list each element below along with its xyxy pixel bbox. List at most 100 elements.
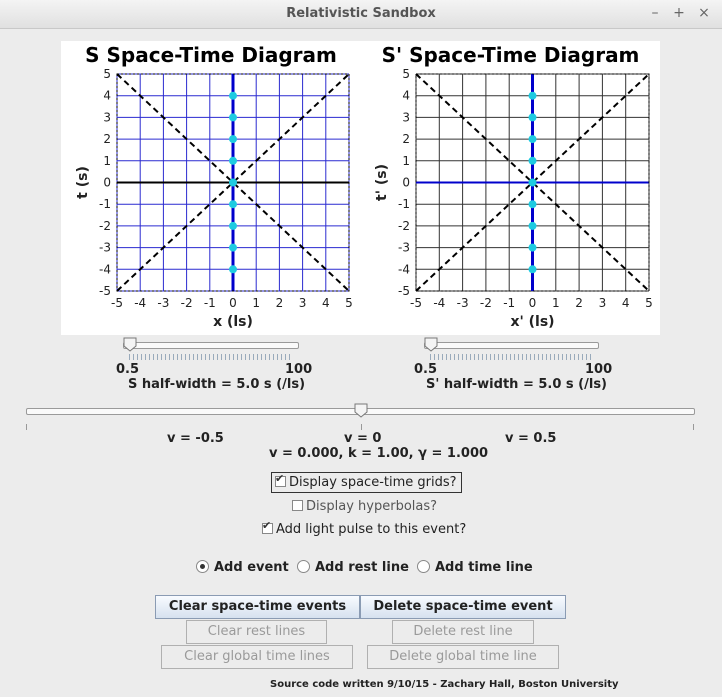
sp-y-tick-label: 2: [402, 132, 410, 146]
s-event-point: [229, 200, 237, 209]
velocity-status: v = 0.000, k = 1.00, γ = 1.000: [269, 446, 489, 461]
light-pulse-checkbox[interactable]: Add light pulse to this event?: [262, 519, 467, 537]
clear-time-lines-button[interactable]: Clear global time lines: [161, 645, 353, 669]
sp-x-tick-label: -5: [410, 296, 422, 310]
sp-y-tick-label: 0: [402, 176, 410, 190]
sp-y-tick-label: 1: [402, 154, 410, 168]
s-x-tick-label: 4: [322, 296, 330, 310]
light-pulse-label: Add light pulse to this event?: [276, 522, 467, 537]
sp-y-tick-label: 5: [402, 67, 410, 81]
sp-light-line: [415, 73, 650, 292]
s-y-tick-label: -5: [99, 284, 111, 298]
velocity-max-label: v = 0.5: [505, 431, 557, 446]
sp-x-tick-label: -3: [457, 296, 469, 310]
velocity-tick-left: [26, 424, 27, 430]
sp-event-point: [528, 91, 537, 100]
sp-width-max: 100: [585, 362, 613, 377]
velocity-tick-right: [693, 424, 694, 430]
sp-x-tick-label: 5: [645, 296, 653, 310]
close-icon[interactable]: ×: [698, 5, 710, 21]
s-width-slider-thumb[interactable]: [123, 337, 137, 352]
s-light-line: [116, 73, 350, 292]
s-light-line: [116, 73, 350, 292]
sp-event-point: [528, 200, 537, 209]
s-width-slider-track[interactable]: [123, 342, 299, 349]
velocity-center-label: v = 0: [344, 431, 382, 446]
window-title: Relativistic Sandbox: [286, 6, 436, 21]
display-grids-checkbox[interactable]: Display space-time grids?: [271, 472, 462, 493]
add-event-label: Add event: [214, 560, 289, 575]
sp-width-min: 0.5: [414, 362, 438, 377]
s-y-tick-label: 2: [103, 132, 111, 146]
sp-y-tick-label: -3: [398, 241, 410, 255]
s-diagram[interactable]: S Space-Time Diagram -5 -5 -4 -4 -3 -3 -2 -2 -1-…: [61, 41, 361, 335]
checkbox-checked-icon: [262, 519, 273, 534]
sp-light-line: [415, 73, 650, 292]
display-hyperbolas-label: Display hyperbolas?: [306, 499, 438, 514]
clear-events-button[interactable]: Clear space-time events: [155, 595, 360, 619]
s-event-point: [229, 265, 237, 274]
add-rest-line-radio[interactable]: Add rest line: [297, 560, 409, 575]
sp-y-tick-label: -1: [398, 197, 410, 211]
s-event-point: [229, 221, 237, 230]
s-event-point: [229, 243, 237, 252]
sp-x-axis-label: x' (ls): [510, 314, 554, 330]
sp-y-tick-label: 4: [402, 89, 410, 103]
sp-x-tick-label: -1: [503, 296, 515, 310]
sp-diagram-plot[interactable]: -5-5 -4 -4 -3 -3 -2 -2 -1 -1 0 0 1 1 2 2 3 3 4 4 5 5 x' (ls) t…: [361, 41, 660, 335]
s-y-tick-label: 1: [103, 154, 111, 168]
sp-event-point: [528, 221, 537, 230]
s-x-tick-label: -3: [157, 296, 169, 310]
sp-event-point: [528, 178, 537, 187]
delete-event-button[interactable]: Delete space-time event: [360, 595, 566, 619]
s-diagram-plot[interactable]: -5-5 -4 -4 -3 -3 -2 -2 -1 -1 0 0 1 1 2 2 3 3 4 4 5 5 x (ls) t …: [61, 41, 361, 335]
velocity-slider-thumb[interactable]: [354, 403, 368, 418]
velocity-tick-center: [361, 424, 362, 430]
s-width-min: 0.5: [116, 362, 140, 377]
sp-plot-border: [415, 73, 650, 292]
add-time-line-label: Add time line: [435, 560, 533, 575]
sp-diagram-title: S' Space-Time Diagram: [381, 43, 640, 67]
footer-credit: Source code written 9/10/15 - Zachary Ha…: [270, 679, 619, 690]
s-y-tick-label: 0: [103, 176, 111, 190]
delete-time-line-button[interactable]: Delete global time line: [367, 645, 559, 669]
s-y-tick-label: 3: [103, 110, 111, 124]
sp-x-tick-label: 1: [552, 296, 560, 310]
radio-unselected-icon: [417, 560, 430, 573]
velocity-min-label: v = -0.5: [167, 431, 224, 446]
sp-diagram[interactable]: S' Space-Time Diagram -5 -5 -4 -4 -3 -3 -2 -2 -1…: [361, 41, 660, 335]
s-width-max: 100: [285, 362, 313, 377]
s-width-slider-ticks: [129, 354, 293, 360]
sp-width-label: S' half-width = 5.0 s (/ls): [426, 377, 608, 392]
sp-x-tick-label: 0: [529, 296, 537, 310]
s-y-tick-label: -2: [99, 219, 111, 233]
s-event-point: [229, 135, 237, 144]
display-grids-label: Display space-time grids?: [289, 475, 457, 490]
sp-width-slider-track[interactable]: [424, 342, 599, 349]
sp-y-tick-label: -4: [398, 262, 410, 276]
sp-event-point: [528, 265, 537, 274]
add-event-radio[interactable]: Add event: [196, 560, 289, 575]
s-plot-border: [116, 73, 350, 292]
s-event-point: [229, 91, 237, 100]
display-hyperbolas-checkbox[interactable]: Display hyperbolas?: [292, 499, 437, 514]
s-event-point: [229, 156, 237, 165]
s-diagram-title: S Space-Time Diagram: [85, 43, 337, 67]
radio-selected-icon: [196, 560, 209, 573]
clear-rest-lines-button[interactable]: Clear rest lines: [186, 620, 327, 644]
s-x-axis-label: x (ls): [213, 314, 253, 330]
radio-unselected-icon: [297, 560, 310, 573]
sp-width-slider-thumb[interactable]: [424, 337, 438, 352]
title-bar: Relativistic Sandbox – + ×: [0, 0, 722, 29]
sp-x-tick-label: -4: [433, 296, 445, 310]
add-time-line-radio[interactable]: Add time line: [417, 560, 533, 575]
sp-y-tick-label: -2: [398, 219, 410, 233]
s-width-label: S half-width = 5.0 s (/ls): [128, 377, 306, 392]
delete-rest-line-button[interactable]: Delete rest line: [392, 620, 534, 644]
checkbox-checked-icon: [275, 472, 286, 487]
minimize-icon[interactable]: –: [651, 5, 659, 21]
sp-event-point: [528, 113, 537, 122]
s-event-point: [229, 113, 237, 122]
maximize-icon[interactable]: +: [673, 5, 685, 21]
s-x-tick-label: 0: [229, 296, 237, 310]
